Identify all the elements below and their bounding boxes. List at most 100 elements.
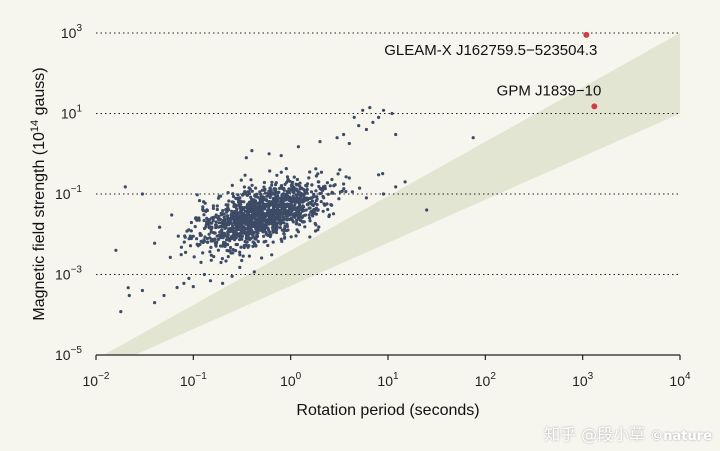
- pulsar-point: [323, 184, 327, 188]
- pulsar-point: [210, 216, 214, 220]
- pulsar-point: [286, 204, 290, 208]
- pulsar-point: [203, 239, 207, 243]
- pulsar-point: [269, 191, 273, 195]
- x-tick-label: 101: [377, 371, 399, 389]
- y-tick-label-base: 10: [61, 106, 77, 122]
- shaded-band: [103, 33, 681, 355]
- pulsar-point: [249, 178, 253, 182]
- pulsar-point: [425, 208, 429, 212]
- pulsar-point: [217, 221, 221, 225]
- pulsar-point: [294, 213, 298, 217]
- pulsar-point: [266, 228, 271, 232]
- y-tick-label-base: 10: [61, 25, 77, 41]
- pulsar-point: [201, 205, 205, 209]
- pulsar-point: [298, 187, 302, 191]
- pulsar-point: [262, 240, 266, 244]
- pulsar-point: [227, 228, 231, 232]
- pulsar-point: [189, 236, 193, 241]
- pulsar-point: [212, 255, 216, 259]
- pulsar-point: [254, 237, 258, 241]
- pulsar-point: [205, 220, 209, 224]
- pulsar-point: [119, 310, 123, 314]
- pulsar-point: [285, 197, 289, 201]
- pulsar-point: [295, 183, 299, 187]
- pulsar-point: [257, 208, 261, 212]
- pulsar-point: [310, 183, 314, 187]
- pulsar-point: [231, 224, 235, 228]
- y-tick-label-exp: 1: [76, 104, 82, 115]
- pulsar-point: [364, 196, 368, 200]
- pulsar-point: [321, 209, 325, 213]
- pulsar-point: [210, 226, 214, 230]
- pulsar-point: [247, 208, 251, 212]
- pulsar-point: [267, 204, 271, 208]
- x-tick-label: 100: [280, 371, 302, 389]
- pulsar-point: [195, 193, 199, 197]
- pulsar-point: [308, 216, 312, 220]
- pulsar-point: [250, 183, 254, 187]
- pulsar-point: [303, 189, 307, 193]
- pulsar-point: [317, 225, 321, 229]
- y-tick-label: 10−3: [55, 265, 82, 283]
- pulsar-point: [278, 226, 282, 230]
- pulsar-point: [267, 222, 271, 226]
- pulsar-point: [221, 281, 225, 285]
- pulsar-point: [214, 220, 218, 224]
- pulsar-point: [234, 204, 238, 208]
- pulsar-point: [176, 234, 180, 238]
- pulsar-point: [232, 235, 236, 239]
- pulsar-point: [285, 209, 289, 213]
- pulsar-point: [290, 187, 294, 192]
- pulsar-point: [250, 149, 254, 153]
- pulsar-point: [317, 180, 321, 184]
- pulsar-point: [295, 189, 299, 193]
- gleam-x-label: GLEAM-X J162759.5−523504.3: [384, 42, 597, 59]
- pulsar-point: [371, 120, 375, 124]
- pulsar-point: [140, 192, 144, 196]
- pulsar-point: [403, 180, 407, 184]
- pulsar-point: [274, 194, 278, 198]
- pulsar-point: [230, 274, 234, 278]
- pulsar-point: [168, 255, 172, 259]
- pulsar-point: [350, 190, 354, 194]
- pulsar-point: [289, 235, 293, 239]
- pulsar-point: [308, 235, 312, 239]
- pulsar-point: [267, 200, 271, 204]
- pulsar-point: [251, 211, 255, 216]
- pulsar-point: [225, 235, 229, 239]
- pulsar-point: [293, 207, 297, 211]
- pulsar-point: [247, 213, 251, 217]
- pulsar-point: [189, 220, 193, 225]
- pulsar-point: [296, 230, 300, 234]
- pulsar-point: [247, 228, 251, 232]
- pulsar-point: [153, 301, 157, 305]
- pulsar-point: [308, 219, 312, 223]
- pulsar-point: [235, 196, 240, 201]
- pulsar-point: [331, 191, 335, 195]
- pulsar-point: [209, 239, 213, 243]
- x-tick-label: 10−1: [180, 371, 207, 389]
- pulsar-point: [158, 225, 162, 229]
- pulsar-point: [253, 217, 257, 221]
- pulsar-point: [226, 206, 230, 210]
- pulsar-point: [221, 209, 225, 213]
- pulsar-point: [301, 204, 305, 208]
- pulsar-point: [316, 228, 320, 232]
- pulsar-point: [195, 237, 199, 241]
- axis-layer: [95, 354, 681, 360]
- pulsar-point: [227, 217, 232, 221]
- pulsar-point: [234, 249, 238, 253]
- x-tick-label-exp: 1: [393, 371, 399, 382]
- pulsar-point: [330, 177, 334, 182]
- pulsar-point: [231, 200, 235, 204]
- highlighted-points-layer: [583, 31, 598, 110]
- x-tick-label-base: 10: [280, 373, 296, 389]
- pulsar-point: [207, 232, 211, 236]
- pulsar-point: [247, 254, 251, 258]
- pulsar-point: [273, 211, 277, 215]
- pulsar-point: [308, 170, 312, 174]
- pulsar-point: [184, 250, 188, 254]
- pulsar-point: [308, 196, 312, 200]
- pulsar-point: [228, 239, 232, 243]
- x-tick-label-base: 10: [572, 373, 588, 389]
